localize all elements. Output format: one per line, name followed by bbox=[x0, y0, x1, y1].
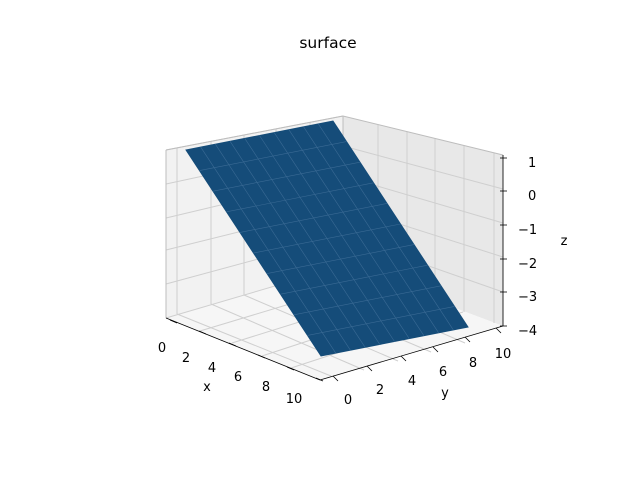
y-tick-label: 0 bbox=[344, 393, 352, 408]
x-tick-label: 2 bbox=[182, 351, 190, 366]
surface-mesh-line bbox=[288, 129, 425, 336]
z-tick-label: −3 bbox=[518, 290, 537, 305]
y-axis-ticks bbox=[332, 327, 502, 382]
x-tick-label: 4 bbox=[208, 361, 216, 376]
x-axis-ticks bbox=[169, 319, 324, 382]
z-tick-label: −2 bbox=[518, 257, 537, 272]
y-tick-label: 2 bbox=[376, 383, 384, 398]
x-tick-label: 0 bbox=[158, 341, 166, 356]
x-tick-label: 8 bbox=[262, 380, 270, 395]
z-tick-label: −4 bbox=[518, 324, 537, 339]
surface-mesh-line bbox=[259, 135, 395, 342]
surface-mesh-line bbox=[273, 132, 410, 339]
chart-title: surface bbox=[299, 34, 356, 52]
surface-mesh-line bbox=[307, 306, 455, 336]
surface-mesh-line bbox=[303, 126, 439, 333]
y-tick-label: 6 bbox=[439, 365, 447, 380]
y-tick-label: 10 bbox=[495, 347, 512, 362]
z-tick-label: 0 bbox=[528, 189, 536, 204]
x-axis-label: x bbox=[203, 380, 211, 395]
y-axis-label: y bbox=[441, 386, 449, 401]
y-axis-line bbox=[319, 325, 504, 381]
surface bbox=[185, 120, 469, 357]
axis-lines bbox=[165, 155, 504, 381]
z-tick-label: −1 bbox=[518, 223, 537, 238]
z-tick-label: 1 bbox=[528, 156, 536, 171]
y-tick-label: 8 bbox=[469, 356, 477, 371]
x-tick-label: 6 bbox=[234, 370, 242, 385]
z-axis-ticks bbox=[500, 157, 507, 327]
surface-mesh-line bbox=[280, 264, 428, 295]
x-tick-label: 10 bbox=[286, 392, 303, 407]
surface-mesh-line bbox=[318, 123, 454, 331]
y-tick-label: 4 bbox=[408, 374, 416, 389]
surface-mesh-line bbox=[266, 244, 415, 274]
z-axis-label: z bbox=[561, 234, 568, 249]
surface-mesh-line bbox=[293, 285, 442, 316]
x-axis-line bbox=[165, 317, 321, 381]
